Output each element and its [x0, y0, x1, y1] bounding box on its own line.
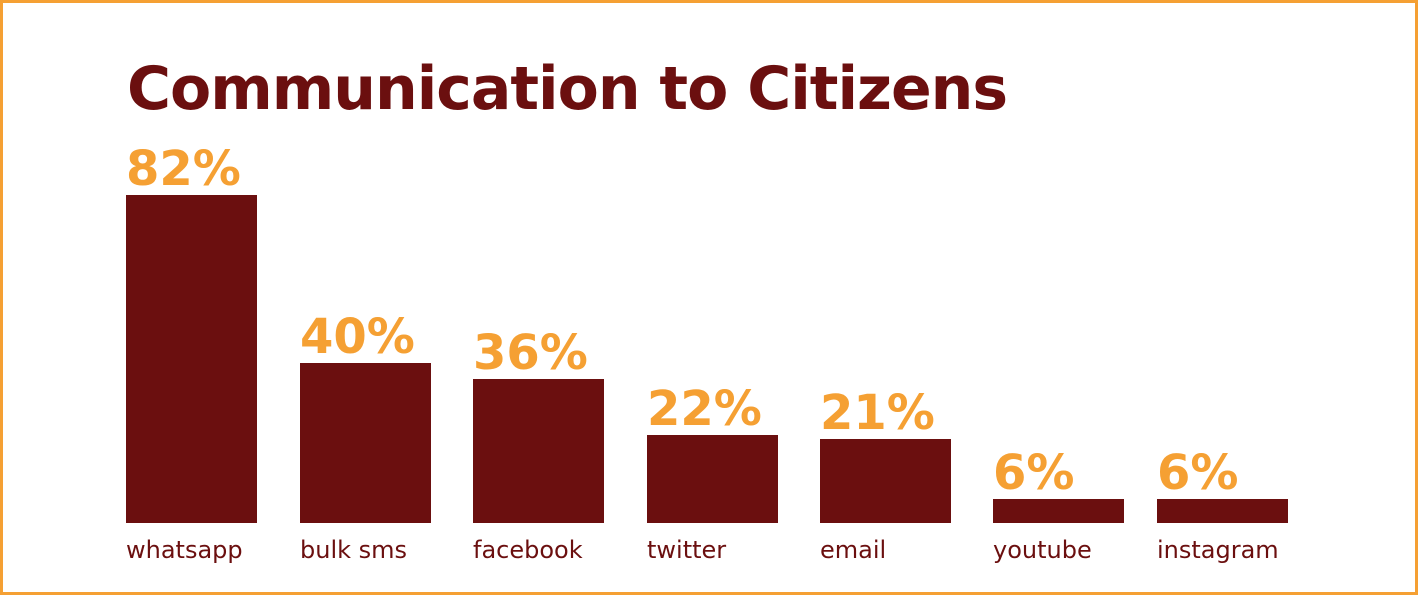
- bars-group: [126, 195, 1288, 523]
- value-label-twitter: 22%: [647, 381, 762, 437]
- category-label-instagram: instagram: [1157, 536, 1279, 564]
- category-labels-group: whatsapp bulk sms facebook twitter email yout…: [126, 536, 1279, 564]
- value-label-facebook: 36%: [473, 325, 588, 381]
- category-label-bulk-sms: bulk sms: [300, 536, 407, 564]
- value-label-bulk-sms: 40%: [300, 309, 415, 365]
- bar-bulk-sms: [300, 363, 431, 523]
- value-labels-group: 82% 40% 36% 22% 21% 6% 6%: [126, 141, 1239, 501]
- value-label-whatsapp: 82%: [126, 141, 241, 197]
- category-label-whatsapp: whatsapp: [126, 536, 243, 564]
- value-label-email: 21%: [820, 385, 935, 441]
- value-label-youtube: 6%: [993, 445, 1075, 501]
- category-label-facebook: facebook: [473, 536, 583, 564]
- category-label-youtube: youtube: [993, 536, 1092, 564]
- value-label-instagram: 6%: [1157, 445, 1239, 501]
- bar-whatsapp: [126, 195, 257, 523]
- bar-facebook: [473, 379, 604, 523]
- category-label-email: email: [820, 536, 886, 564]
- bar-youtube: [993, 499, 1124, 523]
- bar-twitter: [647, 435, 778, 523]
- bar-email: [820, 439, 951, 523]
- category-label-twitter: twitter: [647, 536, 726, 564]
- bar-instagram: [1157, 499, 1288, 523]
- chart-title: Communication to Citizens: [127, 54, 1008, 124]
